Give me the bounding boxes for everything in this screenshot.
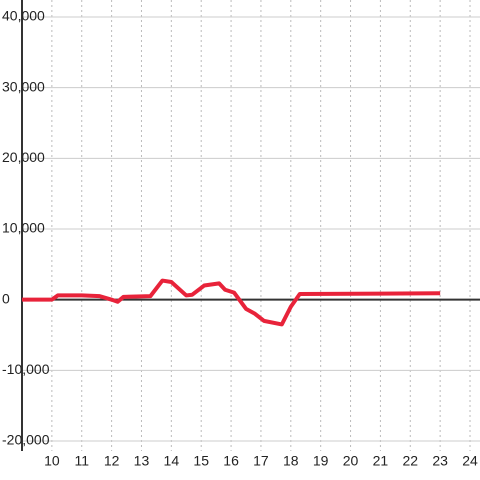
x-tick-label: 18 (283, 453, 299, 469)
x-tick-label: 12 (104, 453, 120, 469)
y-tick-label: 0 (2, 290, 10, 306)
x-tick-label: 11 (74, 453, 89, 469)
x-tick-label: 22 (402, 453, 418, 469)
y-tick-label: -20,000 (2, 432, 50, 448)
y-tick-label: 10,000 (2, 220, 45, 236)
x-tick-label: 21 (373, 453, 389, 469)
y-tick-label: 40,000 (2, 8, 45, 24)
data-line (22, 278, 441, 327)
x-tick-label: 10 (44, 453, 60, 469)
x-tick-label: 13 (134, 453, 150, 469)
y-tick-label: 30,000 (2, 78, 45, 94)
x-tick-label: 23 (432, 453, 448, 469)
y-tick-label: 20,000 (2, 149, 45, 165)
x-tick-label: 17 (253, 453, 269, 469)
x-tick-label: 16 (223, 453, 239, 469)
y-tick-label: -10,000 (2, 361, 50, 377)
x-tick-label: 15 (193, 453, 209, 469)
x-tick-label: 19 (313, 453, 329, 469)
x-tick-label: 14 (164, 453, 180, 469)
x-tick-label: 24 (462, 453, 478, 469)
x-tick-label: 20 (343, 453, 359, 469)
